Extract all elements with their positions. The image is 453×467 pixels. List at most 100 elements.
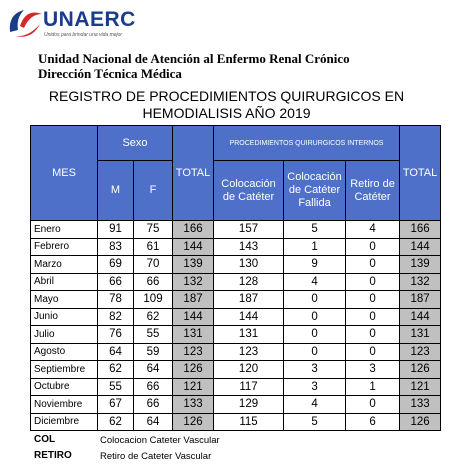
header-cell: PROCEDIMIENTOS QUIRURGICOS INTERNOS	[213, 125, 401, 161]
value-cell: 126	[399, 412, 442, 431]
value-cell: 61	[132, 237, 174, 256]
month-cell: Agosto	[30, 342, 98, 361]
value-cell: 64	[97, 342, 134, 361]
value-cell: 126	[172, 360, 215, 379]
value-cell: 76	[97, 325, 134, 344]
month-cell: Diciembre	[30, 412, 98, 431]
value-cell: 144	[399, 237, 442, 256]
value-cell: 123	[399, 342, 442, 361]
value-cell: 82	[97, 307, 134, 326]
header-cell: M	[97, 160, 134, 221]
header-cell: TOTAL	[172, 125, 215, 221]
value-cell: 0	[283, 325, 347, 344]
table-row: Diciembre 62 64 126 115 5 6 126	[30, 412, 442, 431]
value-cell: 126	[172, 412, 215, 431]
table-row: Octubre 55 66 121 117 3 1 121	[30, 377, 442, 396]
value-cell: 5	[283, 412, 347, 431]
value-cell: 166	[172, 220, 215, 239]
value-cell: 123	[213, 342, 285, 361]
value-cell: 120	[213, 360, 285, 379]
value-cell: 1	[283, 237, 347, 256]
value-cell: 3	[345, 360, 401, 379]
header-line: Unidad Nacional de Atención al Enfermo R…	[38, 51, 350, 66]
value-cell: 66	[97, 272, 134, 291]
value-cell: 91	[97, 220, 134, 239]
value-cell: 0	[345, 395, 401, 414]
month-cell: Julio	[30, 325, 98, 344]
value-cell: 3	[283, 377, 347, 396]
value-cell: 187	[399, 290, 442, 309]
table-row: Mayo 78 109 187 187 0 0 187	[30, 290, 442, 309]
value-cell: 66	[132, 272, 174, 291]
value-cell: 166	[399, 220, 442, 239]
value-cell: 66	[132, 395, 174, 414]
table-row: Junio 82 62 144 144 0 0 144	[30, 307, 442, 326]
value-cell: 0	[345, 255, 401, 274]
table-row: Agosto 64 59 123 123 0 0 123	[30, 342, 442, 361]
table-row: Abril 66 66 132 128 4 0 132	[30, 272, 442, 291]
value-cell: 123	[172, 342, 215, 361]
value-cell: 6	[345, 412, 401, 431]
value-cell: 5	[283, 220, 347, 239]
value-cell: 187	[213, 290, 285, 309]
value-cell: 132	[172, 272, 215, 291]
month-cell: Mayo	[30, 290, 98, 309]
value-cell: 59	[132, 342, 174, 361]
month-cell: Septiembre	[30, 360, 98, 379]
value-cell: 117	[213, 377, 285, 396]
logo-mark	[9, 10, 42, 37]
table-body: Enero 91 75 166 157 5 4 166 Febrero 83 61 144 143 1 0 1…	[30, 220, 442, 431]
header-cell: Colocación de Catéter Fallida	[283, 160, 347, 221]
value-cell: 4	[345, 220, 401, 239]
table-row: Febrero 83 61 144 143 1 0 144	[30, 237, 442, 256]
value-cell: 0	[283, 342, 347, 361]
value-cell: 131	[399, 325, 442, 344]
table-row: Noviembre 67 66 133 129 4 0 133	[30, 395, 442, 414]
value-cell: 0	[345, 237, 401, 256]
header-cell: MES	[30, 125, 98, 221]
value-cell: 75	[132, 220, 174, 239]
value-cell: 157	[213, 220, 285, 239]
value-cell: 129	[213, 395, 285, 414]
value-cell: 130	[213, 255, 285, 274]
value-cell: 62	[97, 360, 134, 379]
value-cell: 131	[172, 325, 215, 344]
value-cell: 62	[132, 307, 174, 326]
month-cell: Junio	[30, 307, 98, 326]
header-cell: Retiro de Catéter	[345, 160, 401, 221]
month-cell: Febrero	[30, 237, 98, 256]
value-cell: 0	[345, 307, 401, 326]
value-cell: 69	[97, 255, 134, 274]
month-cell: Abril	[30, 272, 98, 291]
legend-abbr: RETIRO	[34, 450, 72, 461]
table-row: Septiembre 62 64 126 120 3 3 126	[30, 360, 442, 379]
value-cell: 115	[213, 412, 285, 431]
value-cell: 64	[132, 412, 174, 431]
value-cell: 70	[132, 255, 174, 274]
value-cell: 139	[172, 255, 215, 274]
value-cell: 187	[172, 290, 215, 309]
table-row: Enero 91 75 166 157 5 4 166	[30, 220, 442, 239]
value-cell: 3	[283, 360, 347, 379]
value-cell: 0	[345, 342, 401, 361]
value-cell: 83	[97, 237, 134, 256]
value-cell: 66	[132, 377, 174, 396]
header-cell: Sexo	[96, 125, 174, 161]
title-line: REGISTRO DE PROCEDIMIENTOS QUIRURGICOS E…	[48, 88, 405, 104]
value-cell: 144	[213, 307, 285, 326]
header-cell: F	[132, 160, 174, 221]
legend-text: Colocacion Cateter Vascular	[100, 435, 220, 446]
data-table: MES Sexo TOTAL PROCEDIMIENTOS QUIRURGICO…	[30, 125, 442, 431]
value-cell: 131	[213, 325, 285, 344]
value-cell: 143	[213, 237, 285, 256]
value-cell: 0	[283, 290, 347, 309]
month-cell: Octubre	[30, 377, 98, 396]
header-cell: Colocación de Catéter	[213, 160, 285, 221]
value-cell: 133	[399, 395, 442, 414]
value-cell: 55	[97, 377, 134, 396]
value-cell: 78	[97, 290, 134, 309]
value-cell: 144	[172, 237, 215, 256]
value-cell: 4	[283, 272, 347, 291]
legend-text: Retiro de Cateter Vascular	[100, 451, 212, 462]
